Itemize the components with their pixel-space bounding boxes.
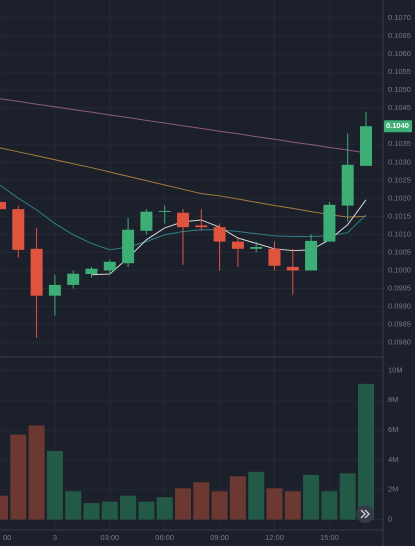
volume-bar	[248, 471, 265, 520]
y-tick-label: 0.1035	[388, 139, 411, 148]
y-tick-label: 0.1015	[388, 211, 411, 220]
candle-body	[268, 248, 281, 266]
volume-bar	[229, 476, 246, 520]
volume-bar	[211, 491, 228, 520]
scroll-icon[interactable]	[360, 509, 370, 519]
volume-bar	[138, 501, 155, 520]
y-tick-label: 0.1065	[388, 31, 411, 40]
y-tick-label: 0.1010	[388, 229, 411, 238]
x-tick-label: 12:00	[265, 533, 284, 542]
volume-bar	[193, 482, 210, 520]
x-tick-label: 00	[3, 533, 11, 542]
candle-body	[48, 284, 61, 296]
candle-body	[213, 227, 226, 242]
volume-bar	[321, 491, 338, 520]
y-tick-label: 0.1045	[388, 103, 411, 112]
y-tick-label: 0.1060	[388, 49, 411, 58]
volume-bar	[28, 425, 45, 520]
volume-bar	[83, 503, 100, 520]
x-tick-label: 15:00	[320, 533, 339, 542]
volume-bar	[175, 488, 191, 520]
volume-bar	[101, 501, 118, 520]
candle-body	[122, 229, 135, 264]
y-tick-label: 0.1050	[388, 85, 411, 94]
candle-body	[85, 268, 98, 275]
y-tick-label: 0.0995	[388, 283, 411, 292]
last-price-label: 0.1040	[386, 121, 409, 130]
y-tick-label: 0.1070	[388, 13, 411, 22]
x-tick-label: 03:00	[100, 533, 119, 542]
candle-body	[12, 209, 25, 250]
candle-body	[67, 273, 80, 285]
y-tick-label: 0.1005	[388, 247, 411, 256]
volume-tick-label: 2M	[388, 485, 398, 494]
x-tick-label: 09:00	[210, 533, 229, 542]
volume-tick-label: 6M	[388, 425, 398, 434]
last-price-tag	[384, 120, 412, 133]
candle-body	[0, 201, 6, 210]
scroll-button[interactable]	[356, 505, 374, 523]
volume-bar	[156, 497, 173, 520]
candle-body	[250, 247, 263, 249]
volume-bar	[339, 473, 356, 520]
x-tick-label: 06:00	[155, 533, 174, 542]
volume-bar	[10, 434, 27, 520]
candle-body	[140, 211, 153, 231]
volume-tick-label: 10M	[388, 365, 403, 374]
x-tick-label: 3	[53, 533, 57, 542]
y-tick-label: 0.0990	[388, 301, 411, 310]
candle-body	[30, 248, 43, 296]
candle-body	[341, 164, 354, 206]
candle-body	[305, 240, 318, 271]
y-tick-label: 0.1055	[388, 67, 411, 76]
y-tick-label: 0.1030	[388, 157, 411, 166]
candle-body	[286, 266, 299, 271]
y-tick-label: 0.1020	[388, 193, 411, 202]
y-tick-label: 0.0980	[388, 338, 411, 347]
volume-bar	[266, 488, 283, 520]
volume-tick-label: 8M	[388, 395, 398, 404]
volume-tick-label: 4M	[388, 455, 398, 464]
y-tick-label: 0.1025	[388, 175, 411, 184]
volume-bar	[358, 383, 374, 520]
candle-body	[195, 225, 208, 228]
candle-body	[231, 241, 244, 249]
volume-bar	[46, 450, 63, 520]
candle-body	[158, 210, 171, 212]
volume-bar	[65, 491, 82, 520]
plot-area	[0, 98, 374, 520]
candle-body	[360, 126, 372, 166]
candle-body	[103, 261, 116, 271]
volume-bar	[0, 495, 8, 520]
volume-bar	[120, 495, 137, 520]
candle-body	[177, 212, 189, 228]
moving-average-line	[0, 147, 367, 218]
moving-average-line	[0, 98, 367, 154]
candle-body	[323, 204, 336, 242]
volume-bar	[303, 474, 320, 520]
volume-tick-label: 0	[388, 515, 392, 524]
axes: 0.0980 0.0985 0.0990 0.0995 0.1000 0.1005 0.10…	[3, 13, 412, 542]
y-tick-label: 0.1000	[388, 265, 411, 274]
y-tick-label: 0.0985	[388, 320, 411, 329]
moving-average-line	[91, 199, 367, 276]
volume-bar	[284, 491, 301, 520]
